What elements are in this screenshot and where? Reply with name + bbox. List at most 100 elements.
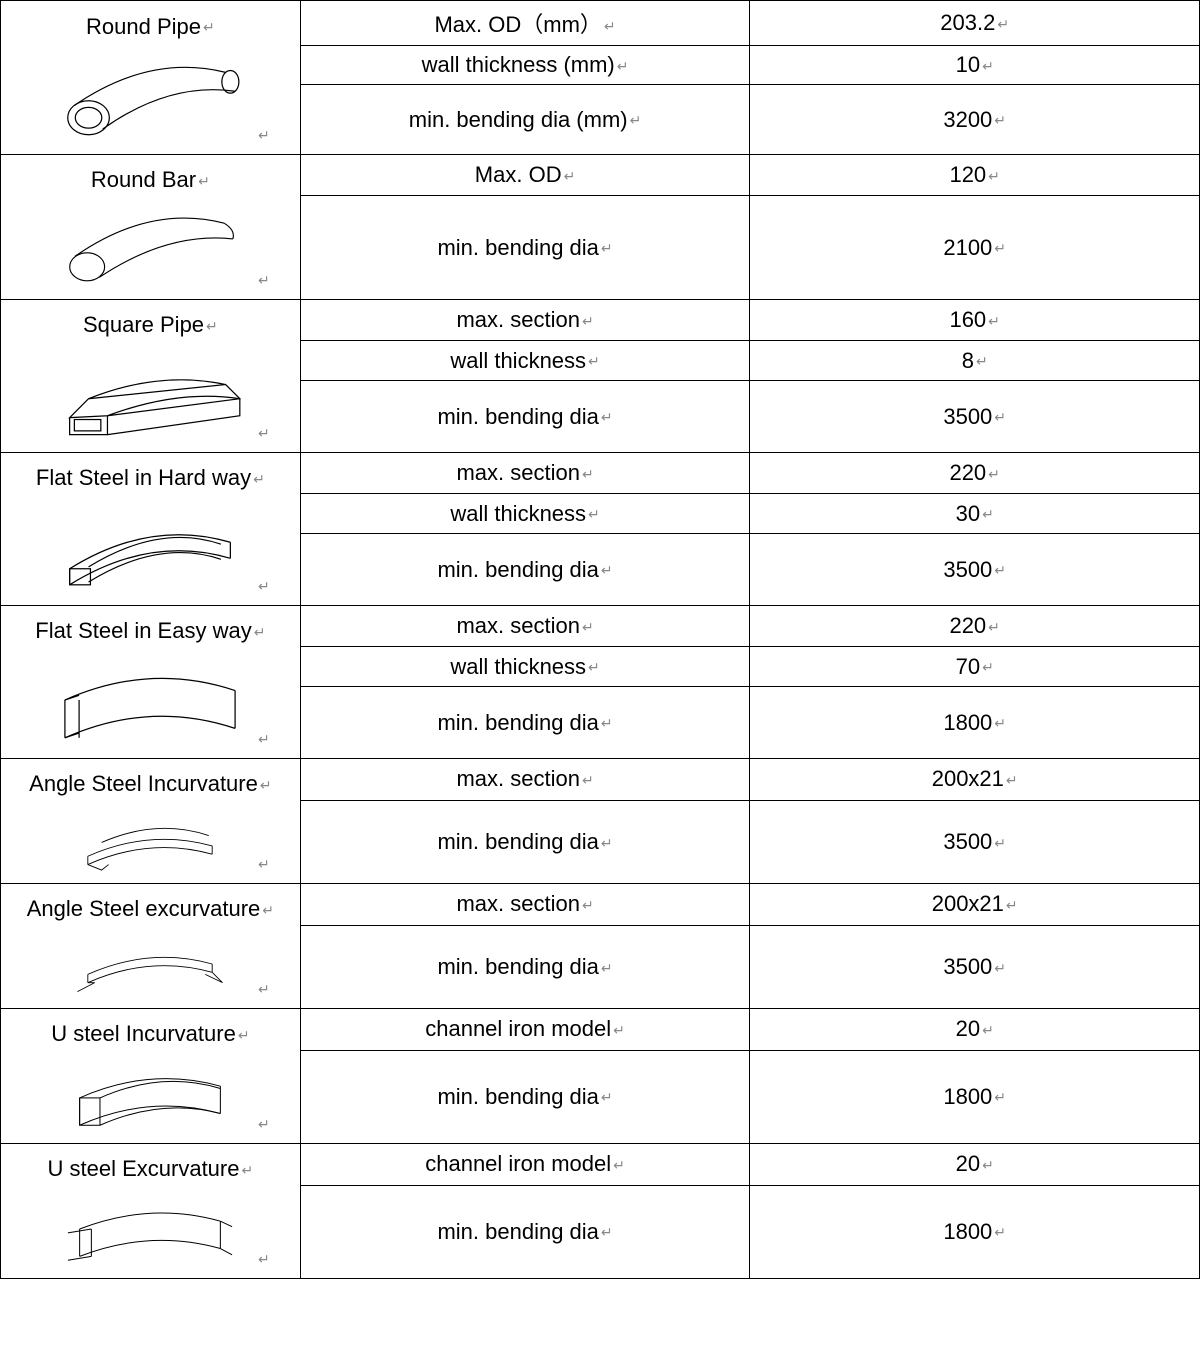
param-label-text: channel iron model — [425, 1151, 625, 1176]
param-label-text: wall thickness — [450, 348, 599, 373]
profile-title: Flat Steel in Easy way — [5, 612, 296, 648]
param-label-text: min. bending dia — [437, 954, 612, 979]
return-mark-icon: ↵ — [258, 1251, 270, 1268]
return-mark-icon: ↵ — [258, 578, 270, 595]
param-label: min. bending dia — [300, 534, 750, 606]
param-value: 120 — [750, 155, 1200, 196]
param-value: 20 — [750, 1009, 1200, 1051]
param-label-text: max. section — [456, 891, 593, 916]
u-ex-icon — [30, 1186, 270, 1272]
param-value: 1800 — [750, 1050, 1200, 1143]
param-label: max. section — [300, 300, 750, 341]
param-label-text: wall thickness (mm) — [422, 52, 629, 77]
param-label-text: max. section — [456, 460, 593, 485]
param-label: max. section — [300, 606, 750, 647]
profile-title: Angle Steel Incurvature — [5, 765, 296, 801]
profile-title: Flat Steel in Hard way — [5, 459, 296, 495]
profile-cell: Round Bar ↵ — [1, 155, 301, 300]
profile-cell: Round Pipe ↵ — [1, 1, 301, 155]
param-value: 2100 — [750, 196, 1200, 300]
param-value: 1800 — [750, 1185, 1200, 1278]
param-value: 30 — [750, 494, 1200, 534]
table-row: Angle Steel excurvature ↵ max. section20… — [1, 884, 1200, 926]
param-label: max. section — [300, 453, 750, 494]
angle-in-icon — [30, 801, 270, 877]
param-value-text: 220 — [949, 460, 999, 485]
param-value-text: 20 — [956, 1016, 994, 1041]
param-label: Max. OD（mm） — [300, 1, 750, 46]
return-mark-icon: ↵ — [258, 856, 270, 873]
param-label-text: max. section — [456, 307, 593, 332]
param-label-text: min. bending dia — [437, 404, 612, 429]
table-row: Angle Steel Incurvature ↵ max. section20… — [1, 759, 1200, 801]
param-label: min. bending dia — [300, 687, 750, 759]
profile-cell: U steel Excurvature ↵ — [1, 1144, 301, 1279]
param-value-text: 1800 — [943, 1219, 1006, 1244]
profile-cell: Square Pipe ↵ — [1, 300, 301, 453]
table-row: Flat Steel in Hard way ↵ max. section220 — [1, 453, 1200, 494]
param-value-text: 120 — [949, 162, 999, 187]
param-label-text: min. bending dia — [437, 557, 612, 582]
param-label: min. bending dia — [300, 196, 750, 300]
param-label-text: max. section — [456, 766, 593, 791]
return-mark-icon: ↵ — [258, 731, 270, 748]
param-label-text: wall thickness — [450, 654, 599, 679]
table-row: Flat Steel in Easy way ↵ max. section220 — [1, 606, 1200, 647]
profile-cell: U steel Incurvature ↵ — [1, 1009, 301, 1144]
param-value-text: 3500 — [943, 404, 1006, 429]
param-value-text: 200x21 — [932, 891, 1018, 916]
param-label-text: Max. OD（mm） — [434, 12, 615, 37]
param-label-text: min. bending dia (mm) — [409, 107, 642, 132]
param-label: max. section — [300, 884, 750, 926]
table-row: Round Pipe ↵ Max. OD（mm）203.2 — [1, 1, 1200, 46]
param-value-text: 203.2 — [940, 10, 1009, 35]
profile-title: U steel Excurvature — [5, 1150, 296, 1186]
param-value-text: 220 — [949, 613, 999, 638]
param-label-text: min. bending dia — [437, 829, 612, 854]
param-value: 220 — [750, 453, 1200, 494]
param-value: 3200 — [750, 85, 1200, 155]
flat-easy-icon — [30, 648, 270, 752]
param-value: 160 — [750, 300, 1200, 341]
param-label: Max. OD — [300, 155, 750, 196]
round-bar-icon — [30, 197, 270, 293]
param-value-text: 1800 — [943, 1084, 1006, 1109]
profile-cell: Flat Steel in Hard way ↵ — [1, 453, 301, 606]
round-pipe-icon — [30, 44, 270, 148]
param-value-text: 160 — [949, 307, 999, 332]
param-label: wall thickness — [300, 494, 750, 534]
param-label: wall thickness (mm) — [300, 46, 750, 85]
param-value-text: 30 — [956, 501, 994, 526]
param-label: min. bending dia (mm) — [300, 85, 750, 155]
return-mark-icon: ↵ — [258, 425, 270, 442]
profile-cell: Flat Steel in Easy way ↵ — [1, 606, 301, 759]
param-label: min. bending dia — [300, 800, 750, 883]
param-value-text: 2100 — [943, 235, 1006, 260]
profile-title: Round Pipe — [5, 8, 296, 44]
table-row: U steel Incurvature ↵ channel iron model… — [1, 1009, 1200, 1051]
profile-cell: Angle Steel Incurvature ↵ — [1, 759, 301, 884]
param-value: 1800 — [750, 687, 1200, 759]
param-label-text: min. bending dia — [437, 1219, 612, 1244]
param-label-text: wall thickness — [450, 501, 599, 526]
profile-title: Angle Steel excurvature — [5, 890, 296, 926]
spec-table: Round Pipe ↵ Max. OD（mm） 203.2 wall thickn… — [0, 0, 1200, 1279]
return-mark-icon: ↵ — [258, 1116, 270, 1133]
u-in-icon — [30, 1051, 270, 1137]
param-value: 220 — [750, 606, 1200, 647]
param-value-text: 8 — [962, 348, 988, 373]
param-label: min. bending dia — [300, 925, 750, 1008]
param-value-text: 1800 — [943, 710, 1006, 735]
square-pipe-icon — [30, 342, 270, 446]
param-label: min. bending dia — [300, 1185, 750, 1278]
param-value-text: 70 — [956, 654, 994, 679]
param-label: channel iron model — [300, 1144, 750, 1186]
param-value: 3500 — [750, 800, 1200, 883]
profile-title: U steel Incurvature — [5, 1015, 296, 1051]
param-value-text: 3200 — [943, 107, 1006, 132]
profile-title: Round Bar — [5, 161, 296, 197]
param-value-text: 20 — [956, 1151, 994, 1176]
param-label-text: min. bending dia — [437, 710, 612, 735]
return-mark-icon: ↵ — [258, 272, 270, 289]
param-label: wall thickness — [300, 647, 750, 687]
